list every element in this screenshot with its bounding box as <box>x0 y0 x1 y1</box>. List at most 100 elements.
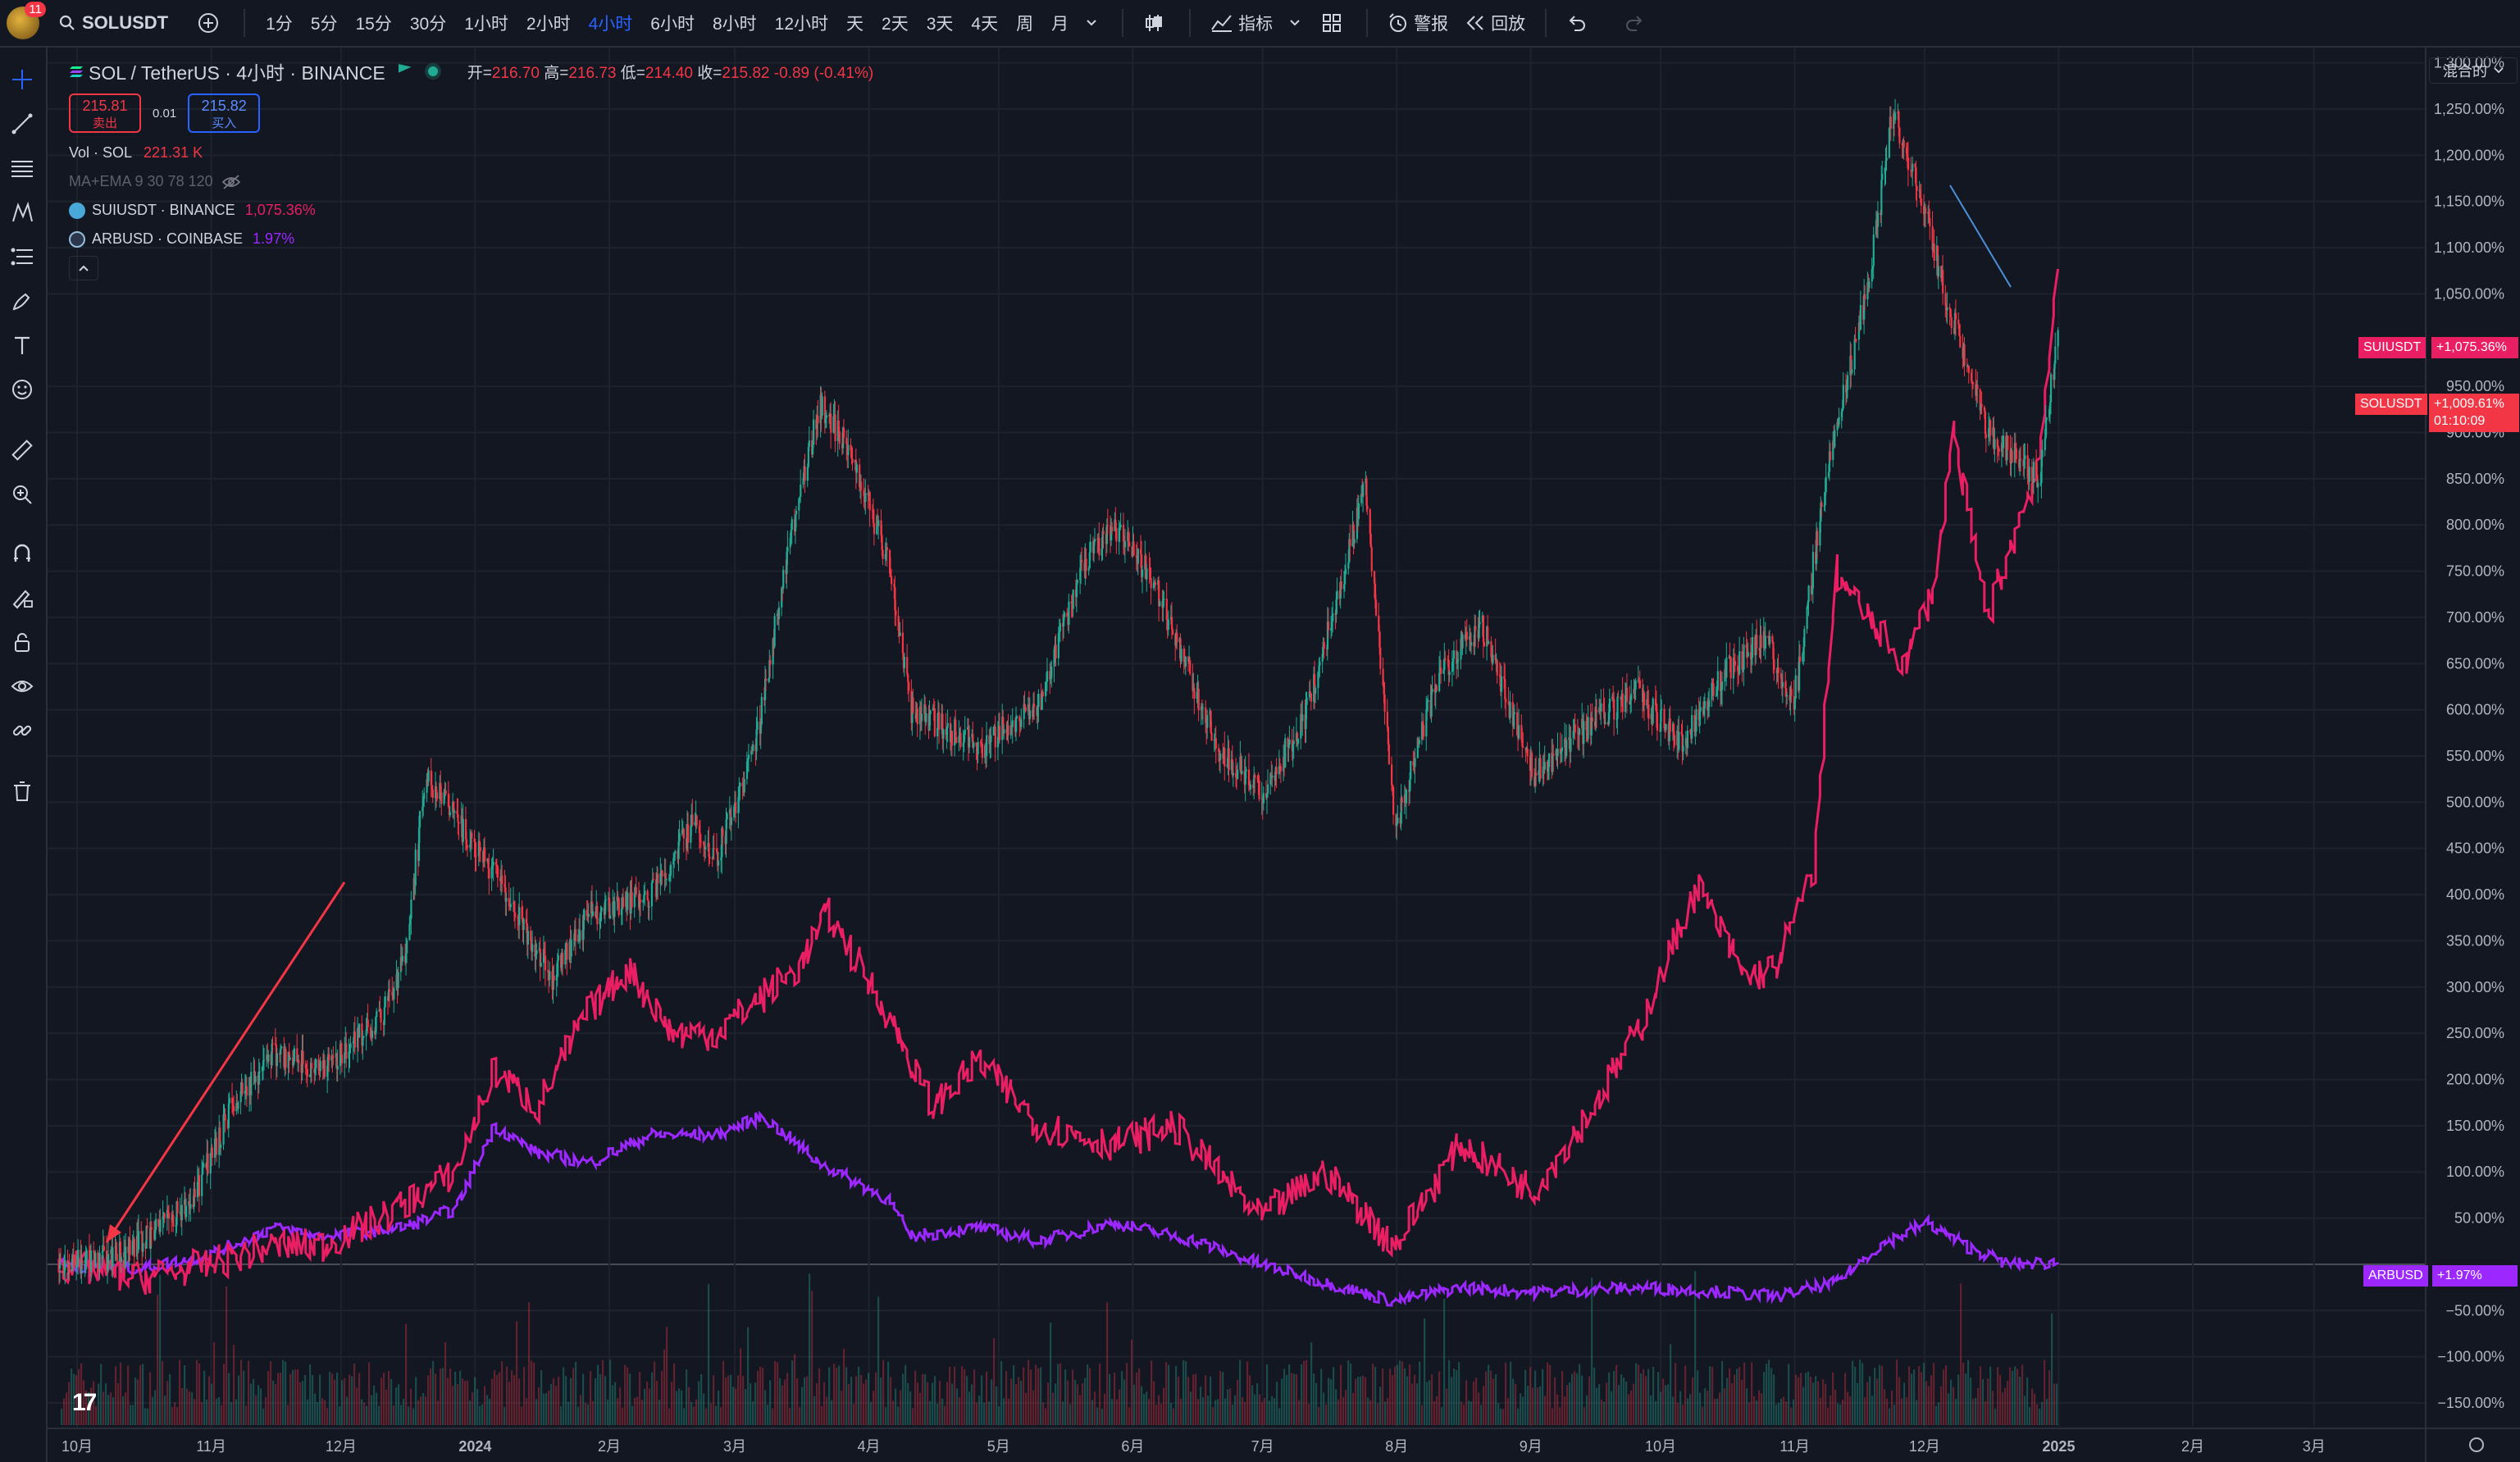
sol-candle <box>842 418 845 444</box>
interval-dropdown-button[interactable] <box>1078 19 1110 27</box>
y-tick-label: 350.00% <box>2446 932 2504 949</box>
sol-candle <box>998 712 1001 744</box>
sol-candle <box>1988 412 1990 446</box>
interval-button[interactable]: 15分 <box>355 15 392 34</box>
interval-button[interactable]: 2小时 <box>526 15 571 34</box>
sol-candle <box>750 746 753 763</box>
brush-tool[interactable] <box>8 287 36 315</box>
sol-candle <box>371 1018 374 1046</box>
undo-button[interactable] <box>1558 14 1601 32</box>
sol-candle <box>962 729 964 761</box>
volume-bar <box>745 1388 747 1425</box>
sol-candle <box>1219 750 1222 774</box>
hide-drawings-tool[interactable] <box>8 672 36 700</box>
interval-button[interactable]: 6小时 <box>650 15 695 34</box>
interval-button[interactable]: 2天 <box>882 15 909 34</box>
volume-bar <box>1820 1397 1822 1425</box>
interval-button[interactable]: 周 <box>1016 15 1034 34</box>
series-line-suiusdt[interactable] <box>57 268 2059 1296</box>
remove-drawings-tool[interactable] <box>8 777 36 805</box>
flag-icon[interactable] <box>398 64 412 73</box>
sol-candle <box>176 1197 179 1218</box>
text-tool[interactable] <box>8 331 36 359</box>
redo-button[interactable] <box>1615 14 1658 32</box>
indicators-button[interactable]: 指标 <box>1202 11 1281 35</box>
indicators-dropdown-button[interactable] <box>1281 19 1314 27</box>
gear-icon[interactable] <box>2469 1437 2484 1452</box>
interval-button[interactable]: 1分 <box>266 15 293 34</box>
chart-type-button[interactable] <box>1135 12 1178 34</box>
sol-candle <box>673 853 676 868</box>
volume-bar <box>1603 1401 1606 1425</box>
interval-button[interactable]: 3天 <box>926 15 954 34</box>
lock-drawings-tool[interactable] <box>8 628 36 656</box>
trendline-tool[interactable] <box>8 110 36 138</box>
pattern-tool[interactable] <box>8 198 36 226</box>
legend-main-series[interactable]: SOL / TetherUS · 4小时 · BINANCE 开=216.70 … <box>69 57 873 85</box>
volume-bar <box>467 1380 469 1425</box>
crosshair-tool[interactable] <box>8 66 36 93</box>
volume-bar <box>1601 1399 1603 1425</box>
alert-button[interactable]: 警报 <box>1379 11 1456 35</box>
symbol-search-button[interactable]: SOLUSDT <box>59 12 168 34</box>
volume-bar <box>1839 1404 1842 1425</box>
user-avatar[interactable]: 11 <box>7 2 46 39</box>
sync-drawings-tool[interactable] <box>8 717 36 745</box>
arb-price-tag-value: +1.97% <box>2432 1265 2518 1287</box>
volume-bar <box>430 1368 432 1425</box>
volume-bar <box>1520 1393 1522 1425</box>
buy-button[interactable]: 215.82 买入 <box>188 93 261 133</box>
eye-off-icon[interactable] <box>221 174 241 190</box>
sol-candle <box>1802 651 1804 664</box>
volume-bar <box>373 1385 376 1425</box>
sol-candle <box>1431 675 1433 695</box>
measure-tool[interactable] <box>8 436 36 464</box>
market-status-icon[interactable] <box>427 66 438 76</box>
legend-volume[interactable]: Vol · SOL 221.31 K <box>69 144 873 162</box>
interval-button[interactable]: 4天 <box>971 15 999 34</box>
sol-candle <box>453 808 456 828</box>
volume-bar <box>1175 1365 1178 1425</box>
trend-line[interactable] <box>1949 184 2012 288</box>
interval-button[interactable]: 4小时 <box>588 15 633 34</box>
sol-candle <box>330 1049 333 1068</box>
forecast-tool[interactable] <box>8 243 36 271</box>
sol-candle <box>358 1023 361 1038</box>
volume-bar <box>1586 1395 1588 1425</box>
interval-button[interactable]: 1小时 <box>464 15 508 34</box>
tradingview-logo[interactable]: 17 <box>72 1389 97 1416</box>
volume-bar <box>1571 1373 1574 1425</box>
interval-button[interactable]: 8小时 <box>712 15 757 34</box>
scale-mode-select[interactable]: 混合的 <box>2429 57 2518 84</box>
legend-sui[interactable]: SUIUSDT · BINANCE 1,075.36% <box>69 202 873 219</box>
series-line-arbusd[interactable] <box>57 1110 2059 1307</box>
zoom-tool[interactable] <box>8 481 36 508</box>
replay-button[interactable]: 回放 <box>1456 11 1533 35</box>
keep-drawing-tool[interactable] <box>8 584 36 612</box>
sol-candle <box>254 1071 257 1091</box>
legend-ma-ema[interactable]: MA+EMA 9 30 78 120 <box>69 173 873 190</box>
layouts-button[interactable] <box>1314 13 1355 33</box>
sol-candle <box>786 546 788 590</box>
interval-button[interactable]: 天 <box>846 15 864 34</box>
sol-candle <box>162 1200 164 1236</box>
sell-button[interactable]: 215.81 卖出 <box>69 93 141 133</box>
emoji-tool[interactable] <box>8 376 36 403</box>
volume-bar <box>720 1407 722 1425</box>
magnet-tool[interactable] <box>8 540 36 567</box>
interval-button[interactable]: 12小时 <box>774 15 829 34</box>
sol-candle <box>1451 658 1455 672</box>
volume-bar <box>575 1361 577 1425</box>
legend-collapse-button[interactable] <box>69 256 98 280</box>
volume-bar <box>986 1371 988 1425</box>
sol-candle <box>339 1039 343 1057</box>
volume-bar <box>98 1383 100 1425</box>
compare-symbol-button[interactable] <box>189 12 232 34</box>
fib-tool[interactable] <box>8 154 36 182</box>
legend-arb[interactable]: ARBUSD · COINBASE 1.97% <box>69 230 873 248</box>
chart-canvas[interactable]: 1,350.00%1,300.00%1,250.00%1,200.00%1,15… <box>48 48 2520 1462</box>
interval-button[interactable]: 月 <box>1051 15 1069 34</box>
interval-button[interactable]: 5分 <box>310 15 338 34</box>
interval-button[interactable]: 30分 <box>409 15 447 34</box>
annotation-arrow[interactable] <box>105 881 346 1243</box>
